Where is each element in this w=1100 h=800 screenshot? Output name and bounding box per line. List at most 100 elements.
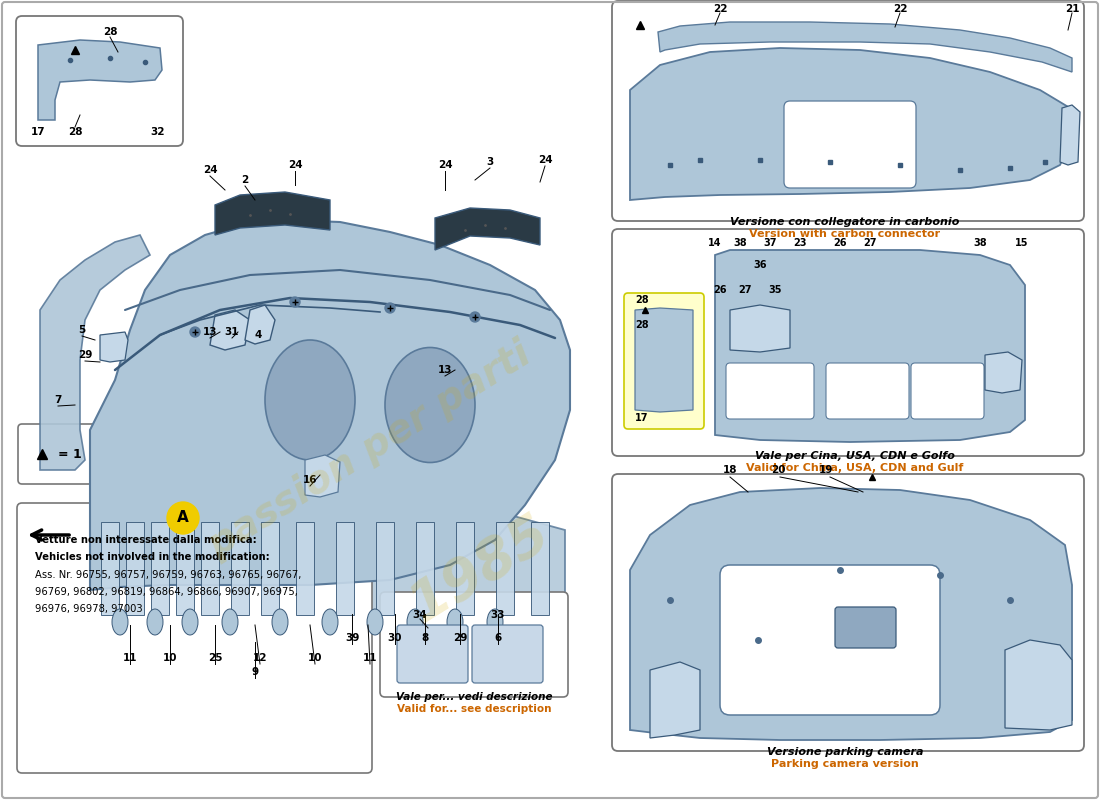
Ellipse shape bbox=[407, 609, 424, 635]
Ellipse shape bbox=[322, 609, 338, 635]
Text: 16: 16 bbox=[302, 475, 317, 485]
FancyBboxPatch shape bbox=[612, 474, 1084, 751]
Text: 36: 36 bbox=[754, 260, 767, 270]
FancyBboxPatch shape bbox=[624, 293, 704, 429]
Ellipse shape bbox=[385, 347, 475, 462]
Text: 38: 38 bbox=[974, 238, 987, 248]
Circle shape bbox=[385, 303, 395, 313]
Polygon shape bbox=[176, 522, 194, 615]
Text: 33: 33 bbox=[491, 610, 505, 620]
Text: 17: 17 bbox=[31, 127, 45, 137]
Text: 1985: 1985 bbox=[400, 506, 560, 634]
Polygon shape bbox=[630, 488, 1072, 740]
Ellipse shape bbox=[222, 609, 238, 635]
Text: 24: 24 bbox=[438, 160, 452, 170]
Polygon shape bbox=[531, 522, 549, 615]
Text: 11: 11 bbox=[363, 653, 377, 663]
Text: 7: 7 bbox=[54, 395, 62, 405]
Text: 25: 25 bbox=[208, 653, 222, 663]
Polygon shape bbox=[214, 192, 330, 235]
Polygon shape bbox=[376, 522, 394, 615]
Text: 24: 24 bbox=[538, 155, 552, 165]
Text: 27: 27 bbox=[738, 285, 751, 295]
Text: 12: 12 bbox=[253, 653, 267, 663]
Text: Vale per Cina, USA, CDN e Golfo: Vale per Cina, USA, CDN e Golfo bbox=[755, 451, 955, 461]
Text: 38: 38 bbox=[734, 238, 747, 248]
Polygon shape bbox=[296, 522, 314, 615]
Polygon shape bbox=[650, 662, 700, 738]
Text: 9: 9 bbox=[252, 667, 258, 677]
Text: passion per parti: passion per parti bbox=[201, 335, 539, 565]
Circle shape bbox=[470, 312, 480, 322]
Polygon shape bbox=[101, 522, 119, 615]
Text: Parking camera version: Parking camera version bbox=[771, 759, 918, 769]
Text: 27: 27 bbox=[864, 238, 877, 248]
Text: 28: 28 bbox=[635, 320, 649, 330]
Polygon shape bbox=[456, 522, 474, 615]
Polygon shape bbox=[245, 305, 275, 344]
Text: 26: 26 bbox=[713, 285, 727, 295]
Text: 96976, 96978, 97003: 96976, 96978, 97003 bbox=[35, 604, 143, 614]
Text: 21: 21 bbox=[1065, 4, 1079, 14]
Polygon shape bbox=[416, 522, 434, 615]
FancyBboxPatch shape bbox=[612, 1, 1084, 221]
Text: 5: 5 bbox=[78, 325, 86, 335]
Polygon shape bbox=[434, 208, 540, 250]
Text: 96769, 96802, 96819, 96864, 96866, 96907, 96975,: 96769, 96802, 96819, 96864, 96866, 96907… bbox=[35, 587, 298, 597]
Text: 24: 24 bbox=[202, 165, 218, 175]
Text: Vale per... vedi descrizione: Vale per... vedi descrizione bbox=[396, 692, 552, 702]
Text: 6: 6 bbox=[494, 633, 502, 643]
Polygon shape bbox=[201, 522, 219, 615]
Text: A: A bbox=[177, 510, 189, 526]
Polygon shape bbox=[39, 40, 162, 120]
Text: Versione parking camera: Versione parking camera bbox=[767, 747, 923, 757]
FancyBboxPatch shape bbox=[18, 424, 126, 484]
Text: 29: 29 bbox=[78, 350, 92, 360]
Text: 30: 30 bbox=[387, 633, 403, 643]
Text: Version with carbon connector: Version with carbon connector bbox=[749, 229, 940, 239]
Polygon shape bbox=[1060, 105, 1080, 165]
Text: 34: 34 bbox=[412, 610, 427, 620]
Ellipse shape bbox=[367, 609, 383, 635]
Polygon shape bbox=[630, 48, 1072, 200]
FancyBboxPatch shape bbox=[379, 592, 568, 697]
Text: 2: 2 bbox=[241, 175, 249, 185]
Polygon shape bbox=[715, 250, 1025, 442]
Text: 29: 29 bbox=[453, 633, 468, 643]
Text: 19: 19 bbox=[818, 465, 833, 475]
Polygon shape bbox=[40, 235, 150, 470]
Polygon shape bbox=[730, 305, 790, 352]
Circle shape bbox=[290, 297, 300, 307]
FancyBboxPatch shape bbox=[16, 503, 372, 773]
Ellipse shape bbox=[147, 609, 163, 635]
Text: Valid for China, USA, CDN and Gulf: Valid for China, USA, CDN and Gulf bbox=[746, 463, 964, 473]
Text: 4: 4 bbox=[254, 330, 262, 340]
Text: 11: 11 bbox=[123, 653, 138, 663]
Text: 28: 28 bbox=[68, 127, 82, 137]
Ellipse shape bbox=[487, 609, 503, 635]
Text: 32: 32 bbox=[151, 127, 165, 137]
Ellipse shape bbox=[182, 609, 198, 635]
Text: 10: 10 bbox=[163, 653, 177, 663]
FancyBboxPatch shape bbox=[16, 16, 183, 146]
Text: 26: 26 bbox=[834, 238, 847, 248]
Polygon shape bbox=[336, 522, 354, 615]
Text: 35: 35 bbox=[768, 285, 782, 295]
Text: Versione con collegatore in carbonio: Versione con collegatore in carbonio bbox=[730, 217, 959, 227]
Text: 31: 31 bbox=[224, 327, 240, 337]
Text: Vehicles not involved in the modification:: Vehicles not involved in the modificatio… bbox=[35, 552, 270, 562]
Ellipse shape bbox=[265, 340, 355, 460]
FancyBboxPatch shape bbox=[835, 607, 896, 648]
Polygon shape bbox=[210, 310, 250, 350]
Polygon shape bbox=[126, 522, 144, 615]
Polygon shape bbox=[151, 522, 169, 615]
Text: 18: 18 bbox=[723, 465, 737, 475]
Text: 39: 39 bbox=[344, 633, 360, 643]
FancyBboxPatch shape bbox=[911, 363, 984, 419]
Text: 24: 24 bbox=[288, 160, 302, 170]
Text: 14: 14 bbox=[708, 238, 722, 248]
Text: 20: 20 bbox=[771, 465, 785, 475]
Polygon shape bbox=[496, 522, 514, 615]
Polygon shape bbox=[261, 522, 279, 615]
Polygon shape bbox=[90, 220, 570, 590]
